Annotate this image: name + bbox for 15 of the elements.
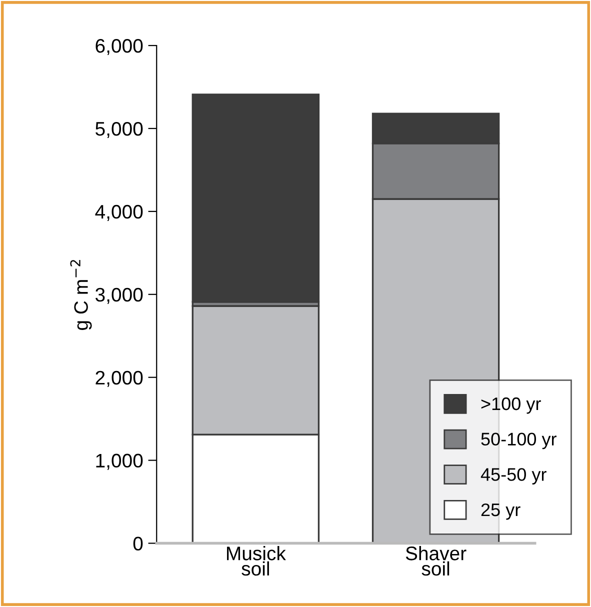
y-tick-label: 2,000 [96, 370, 143, 387]
x-tick-label: Shaver soil [406, 546, 466, 576]
y-axis-title: g C m$^{−2}$ [70, 260, 92, 330]
legend-label: 45-50 yr [480, 468, 546, 484]
y-tick-label: 3,000 [96, 288, 143, 304]
y-tick-label: 0 [133, 536, 143, 550]
y-tick-label: 4,000 [95, 204, 143, 221]
y-tick-label: 6,000 [96, 38, 143, 56]
legend-label: 25 yr [481, 503, 520, 520]
bar [192, 94, 320, 303]
y-tick-label: 1,000 [96, 454, 143, 470]
legend-label: 50-100 yr [481, 432, 556, 450]
legend-label: >100 yr [481, 397, 541, 414]
x-tick-label: Musick soil [227, 546, 286, 576]
y-tick-label: 5,000 [96, 122, 143, 138]
